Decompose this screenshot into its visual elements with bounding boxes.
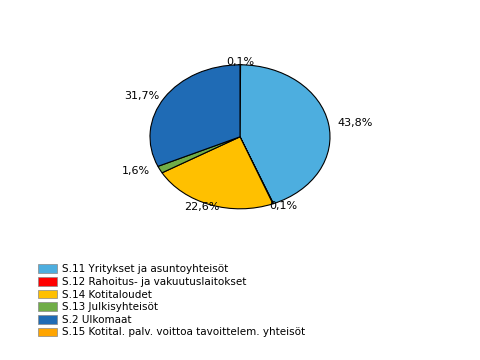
Wedge shape: [162, 137, 273, 209]
Legend: S.11 Yritykset ja asuntoyhteisöt, S.12 Rahoitus- ja vakuutuslaitokset, S.14 Koti: S.11 Yritykset ja asuntoyhteisöt, S.12 R…: [38, 264, 305, 337]
Text: 1,6%: 1,6%: [122, 166, 150, 176]
Wedge shape: [150, 65, 240, 166]
Wedge shape: [240, 65, 330, 204]
Text: 0,1%: 0,1%: [226, 57, 254, 67]
Text: 0,1%: 0,1%: [269, 201, 297, 211]
Wedge shape: [240, 137, 274, 204]
Text: 31,7%: 31,7%: [124, 91, 159, 101]
Wedge shape: [158, 137, 240, 173]
Text: 43,8%: 43,8%: [337, 118, 372, 128]
Text: 22,6%: 22,6%: [184, 202, 219, 212]
